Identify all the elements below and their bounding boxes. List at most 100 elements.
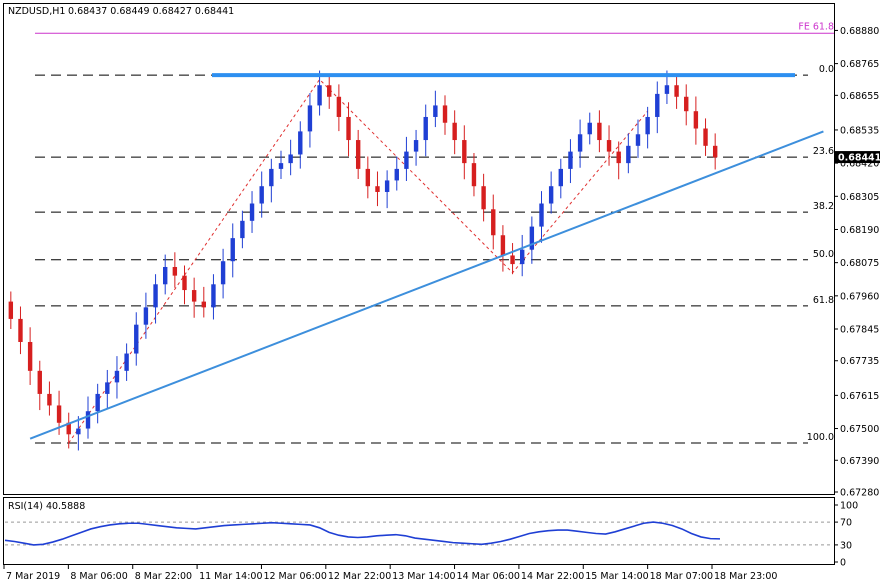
rsi-tick-label: 0 bbox=[840, 558, 846, 569]
rsi-title: RSI(14) 40.5888 bbox=[8, 501, 85, 512]
time-tick-label: 14 Mar 22:00 bbox=[521, 571, 584, 582]
price-tick-label: 0.67615 bbox=[840, 391, 879, 402]
candle-body bbox=[143, 307, 149, 325]
candle-body bbox=[616, 151, 621, 164]
time-tick-label: 15 Mar 14:00 bbox=[585, 571, 648, 582]
time-tick-label: 18 Mar 07:00 bbox=[650, 571, 713, 582]
rsi-tick-label: 100 bbox=[840, 501, 858, 512]
fib-label-61.8: 61.8 bbox=[813, 295, 834, 306]
price-tick-label: 0.68765 bbox=[840, 59, 879, 70]
time-tick-label: 12 Mar 22:00 bbox=[328, 571, 391, 582]
candle-body bbox=[76, 428, 81, 435]
candle-body bbox=[577, 134, 583, 152]
zigzag-line bbox=[68, 78, 649, 444]
candle-body bbox=[520, 249, 525, 265]
candle-body bbox=[172, 266, 178, 276]
candle-body bbox=[153, 284, 158, 308]
candle-body bbox=[124, 353, 129, 371]
time-tick-label: 8 Mar 06:00 bbox=[70, 571, 127, 582]
candle-body bbox=[568, 151, 573, 169]
candle-body bbox=[298, 131, 303, 155]
zigzag-layer bbox=[68, 78, 649, 444]
rsi-tick-label: 30 bbox=[840, 540, 852, 551]
main-chart-frame bbox=[3, 3, 835, 495]
price-tick-label: 0.68190 bbox=[840, 225, 879, 236]
fe-level-label: FE 61.8 bbox=[798, 21, 834, 32]
fib-label-23.6: 23.6 bbox=[813, 146, 834, 157]
candle-body bbox=[548, 186, 554, 204]
candle-body bbox=[355, 140, 361, 169]
candle-body bbox=[452, 122, 457, 141]
fib-levels-layer: 0.0 23.6 38.2 50.0 61.8 100.0 FE 61.8 bbox=[35, 21, 834, 444]
candle-body bbox=[500, 235, 506, 256]
time-axis: 7 Mar 2019 8 Mar 06:00 8 Mar 22:00 11 Mar 1… bbox=[3, 565, 777, 582]
candle-body bbox=[635, 134, 641, 146]
candle-body bbox=[18, 318, 23, 342]
candle-body bbox=[269, 168, 274, 187]
candle-body bbox=[413, 140, 419, 152]
price-tick-label: 0.68075 bbox=[840, 258, 879, 269]
price-tick-label: 0.67500 bbox=[840, 424, 879, 435]
candle-body bbox=[201, 301, 206, 308]
candle-body bbox=[182, 275, 187, 291]
candle-body bbox=[288, 154, 293, 164]
fib-label-38.2: 38.2 bbox=[813, 201, 834, 212]
candle-body bbox=[240, 220, 245, 239]
candle-body bbox=[66, 422, 71, 435]
time-tick-label: 7 Mar 2019 bbox=[6, 571, 60, 582]
candle-body bbox=[8, 301, 14, 319]
price-tick-label: 0.67280 bbox=[840, 488, 879, 499]
candle-body bbox=[307, 105, 313, 132]
candle-body bbox=[163, 266, 168, 285]
price-axis: 0.68880 0.68765 0.68655 0.68535 0.68420 0.683… bbox=[834, 26, 881, 499]
time-tick-label: 14 Mar 06:00 bbox=[457, 571, 520, 582]
price-tick-label: 0.68420 bbox=[840, 159, 879, 170]
price-tick-label: 0.67390 bbox=[840, 456, 879, 467]
rsi-panel-frame bbox=[3, 497, 835, 565]
candle-body bbox=[85, 411, 91, 429]
price-tick-label: 0.68655 bbox=[840, 91, 879, 102]
time-tick-label: 12 Mar 06:00 bbox=[263, 571, 326, 582]
rsi-line bbox=[4, 521, 721, 546]
candle-body bbox=[703, 128, 708, 146]
candle-body bbox=[230, 238, 235, 262]
ascending-trendline bbox=[29, 130, 824, 440]
time-tick-label: 8 Mar 22:00 bbox=[135, 571, 192, 582]
time-tick-label: 13 Mar 14:00 bbox=[392, 571, 455, 582]
symbol-label: NZDUSD,H1 bbox=[8, 6, 65, 17]
candle-body bbox=[384, 180, 390, 192]
ohlc-label: 0.68437 0.68449 0.68427 0.68441 bbox=[68, 6, 234, 17]
candle-body bbox=[423, 116, 428, 141]
candle-body bbox=[442, 105, 448, 123]
price-tick-label: 0.68880 bbox=[840, 26, 879, 37]
price-tick-label: 0.67960 bbox=[840, 291, 879, 302]
price-tick-label: 0.68535 bbox=[840, 125, 879, 136]
candle-body bbox=[327, 85, 332, 97]
time-tick-label: 18 Mar 23:00 bbox=[714, 571, 777, 582]
candle-body bbox=[558, 168, 563, 187]
candle-body bbox=[626, 145, 631, 164]
candle-body bbox=[259, 186, 264, 204]
fib-label-0.0: 0.0 bbox=[819, 64, 834, 75]
candle-body bbox=[56, 405, 62, 423]
candle-body bbox=[539, 203, 544, 227]
candle-body bbox=[471, 163, 477, 187]
candle-body bbox=[220, 261, 226, 285]
candle-body bbox=[249, 203, 255, 221]
candle-body bbox=[606, 140, 612, 152]
candle-body bbox=[37, 370, 42, 394]
current-price-tag bbox=[834, 151, 880, 164]
candle-body bbox=[95, 393, 100, 412]
fib-label-50.0: 50.0 bbox=[813, 249, 834, 260]
candle-body bbox=[346, 116, 351, 141]
candle-body bbox=[27, 341, 33, 371]
candle-body bbox=[684, 96, 689, 112]
candle-body bbox=[587, 122, 592, 135]
candle-body bbox=[404, 151, 409, 169]
candle-body bbox=[394, 168, 399, 181]
candles-layer bbox=[8, 70, 718, 451]
candle-body bbox=[481, 186, 486, 210]
candle-body bbox=[105, 382, 110, 394]
time-tick-label: 11 Mar 14:00 bbox=[199, 571, 262, 582]
